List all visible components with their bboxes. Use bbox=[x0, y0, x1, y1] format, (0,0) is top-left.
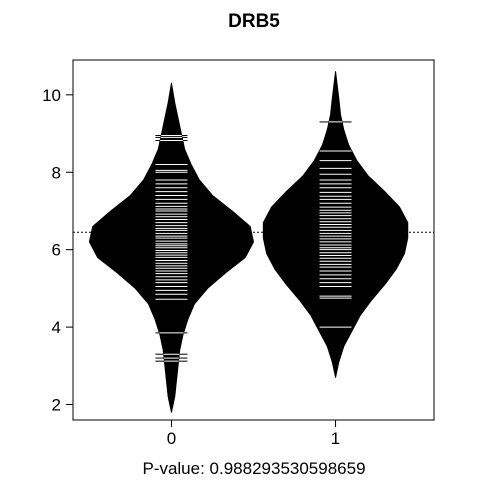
y-tick-label: 8 bbox=[52, 163, 61, 182]
y-tick-label: 2 bbox=[52, 396, 61, 415]
y-tick-label: 4 bbox=[52, 318, 61, 337]
y-tick-label: 6 bbox=[52, 241, 61, 260]
chart-title: DRB5 bbox=[228, 11, 280, 32]
x-tick-label: 1 bbox=[331, 429, 340, 448]
beans-layer bbox=[88, 71, 409, 413]
y-tick-label: 10 bbox=[42, 86, 61, 105]
x-tick-label: 0 bbox=[167, 429, 176, 448]
y-axis: 2 4 6 8 10 bbox=[42, 86, 73, 415]
x-axis-label: P-value: 0.988293530598659 bbox=[142, 459, 365, 478]
plot-frame bbox=[72, 59, 435, 421]
